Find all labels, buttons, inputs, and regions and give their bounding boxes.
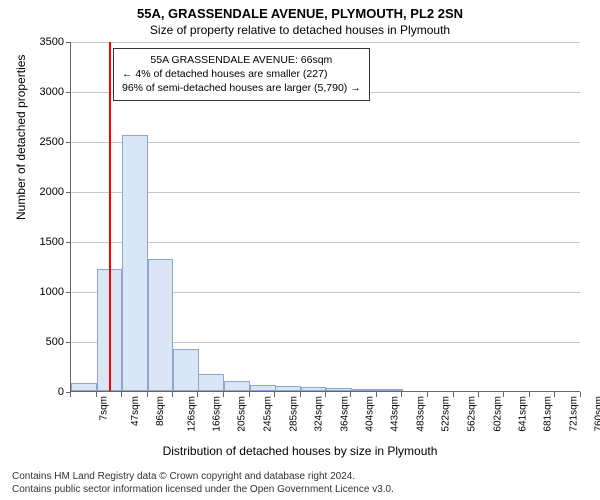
x-tick <box>70 392 71 397</box>
x-axis-label: Distribution of detached houses by size … <box>0 444 600 458</box>
y-tick-label: 1000 <box>24 286 64 298</box>
x-tick <box>427 392 428 397</box>
x-tick <box>350 392 351 397</box>
x-tick-label: 721sqm <box>569 396 580 432</box>
annotation-line: 96% of semi-detached houses are larger (… <box>122 81 361 95</box>
page-subtitle: Size of property relative to detached ho… <box>0 21 600 37</box>
x-tick <box>96 392 97 397</box>
histogram-bar <box>351 389 377 392</box>
x-tick-label: 681sqm <box>543 396 554 432</box>
y-tick <box>66 192 71 193</box>
x-tick-label: 602sqm <box>492 396 503 432</box>
x-tick-label: 364sqm <box>339 396 350 432</box>
x-tick-label: 86sqm <box>155 396 166 426</box>
y-tick-label: 3000 <box>24 86 64 98</box>
histogram-bar <box>224 381 250 391</box>
x-tick-label: 126sqm <box>186 396 197 432</box>
histogram-bar <box>377 389 403 391</box>
x-tick-label: 443sqm <box>390 396 401 432</box>
y-tick-label: 500 <box>24 336 64 348</box>
histogram-bar <box>250 385 276 392</box>
x-tick <box>147 392 148 397</box>
x-tick-label: 47sqm <box>130 396 141 426</box>
y-tick <box>66 42 71 43</box>
x-tick-label: 245sqm <box>263 396 274 432</box>
x-tick <box>580 392 581 397</box>
x-tick <box>376 392 377 397</box>
x-tick-label: 324sqm <box>313 396 324 432</box>
y-tick-label: 2000 <box>24 186 64 198</box>
y-tick-label: 1500 <box>24 236 64 248</box>
y-tick <box>66 292 71 293</box>
histogram-bar <box>275 386 301 391</box>
x-tick-label: 562sqm <box>467 396 478 432</box>
x-tick <box>223 392 224 397</box>
x-tick <box>172 392 173 397</box>
annotation-line: ← 4% of detached houses are smaller (227… <box>122 67 361 81</box>
x-tick <box>300 392 301 397</box>
y-tick <box>66 92 71 93</box>
histogram-bar <box>173 349 199 391</box>
annotation-box: 55A GRASSENDALE AVENUE: 66sqm← 4% of det… <box>113 48 370 101</box>
histogram-bar <box>122 135 148 391</box>
x-tick <box>249 392 250 397</box>
x-tick-label: 641sqm <box>517 396 528 432</box>
histogram-bar <box>198 374 224 391</box>
x-tick <box>401 392 402 397</box>
y-tick <box>66 342 71 343</box>
footer-line-1: Contains HM Land Registry data © Crown c… <box>12 470 588 483</box>
x-tick-label: 522sqm <box>441 396 452 432</box>
x-tick <box>529 392 530 397</box>
y-tick-label: 3500 <box>24 36 64 48</box>
histogram-bar <box>301 387 327 391</box>
histogram-bar <box>326 388 352 391</box>
plot-region: 55A GRASSENDALE AVENUE: 66sqm← 4% of det… <box>70 42 580 392</box>
page-title: 55A, GRASSENDALE AVENUE, PLYMOUTH, PL2 2… <box>0 0 600 21</box>
gridline <box>71 42 580 43</box>
x-tick <box>197 392 198 397</box>
y-tick <box>66 242 71 243</box>
x-tick-label: 7sqm <box>98 396 109 420</box>
chart-area: 55A GRASSENDALE AVENUE: 66sqm← 4% of det… <box>70 42 580 432</box>
x-tick <box>325 392 326 397</box>
x-tick <box>478 392 479 397</box>
histogram-bar <box>71 383 97 391</box>
annotation-line: 55A GRASSENDALE AVENUE: 66sqm <box>122 53 361 67</box>
footer-line-2: Contains public sector information licen… <box>12 483 588 496</box>
histogram-bar <box>148 259 174 391</box>
footer: Contains HM Land Registry data © Crown c… <box>0 470 600 496</box>
y-tick-label: 0 <box>24 386 64 398</box>
marker-line <box>109 42 111 391</box>
x-tick-label: 404sqm <box>365 396 376 432</box>
x-tick-label: 483sqm <box>416 396 427 432</box>
x-tick-label: 205sqm <box>237 396 248 432</box>
x-tick-label: 285sqm <box>288 396 299 432</box>
x-tick <box>274 392 275 397</box>
x-tick-label: 760sqm <box>594 396 600 432</box>
x-tick <box>503 392 504 397</box>
x-tick <box>453 392 454 397</box>
x-tick <box>121 392 122 397</box>
y-tick <box>66 142 71 143</box>
y-tick-label: 2500 <box>24 136 64 148</box>
x-tick <box>554 392 555 397</box>
x-tick-label: 166sqm <box>212 396 223 432</box>
